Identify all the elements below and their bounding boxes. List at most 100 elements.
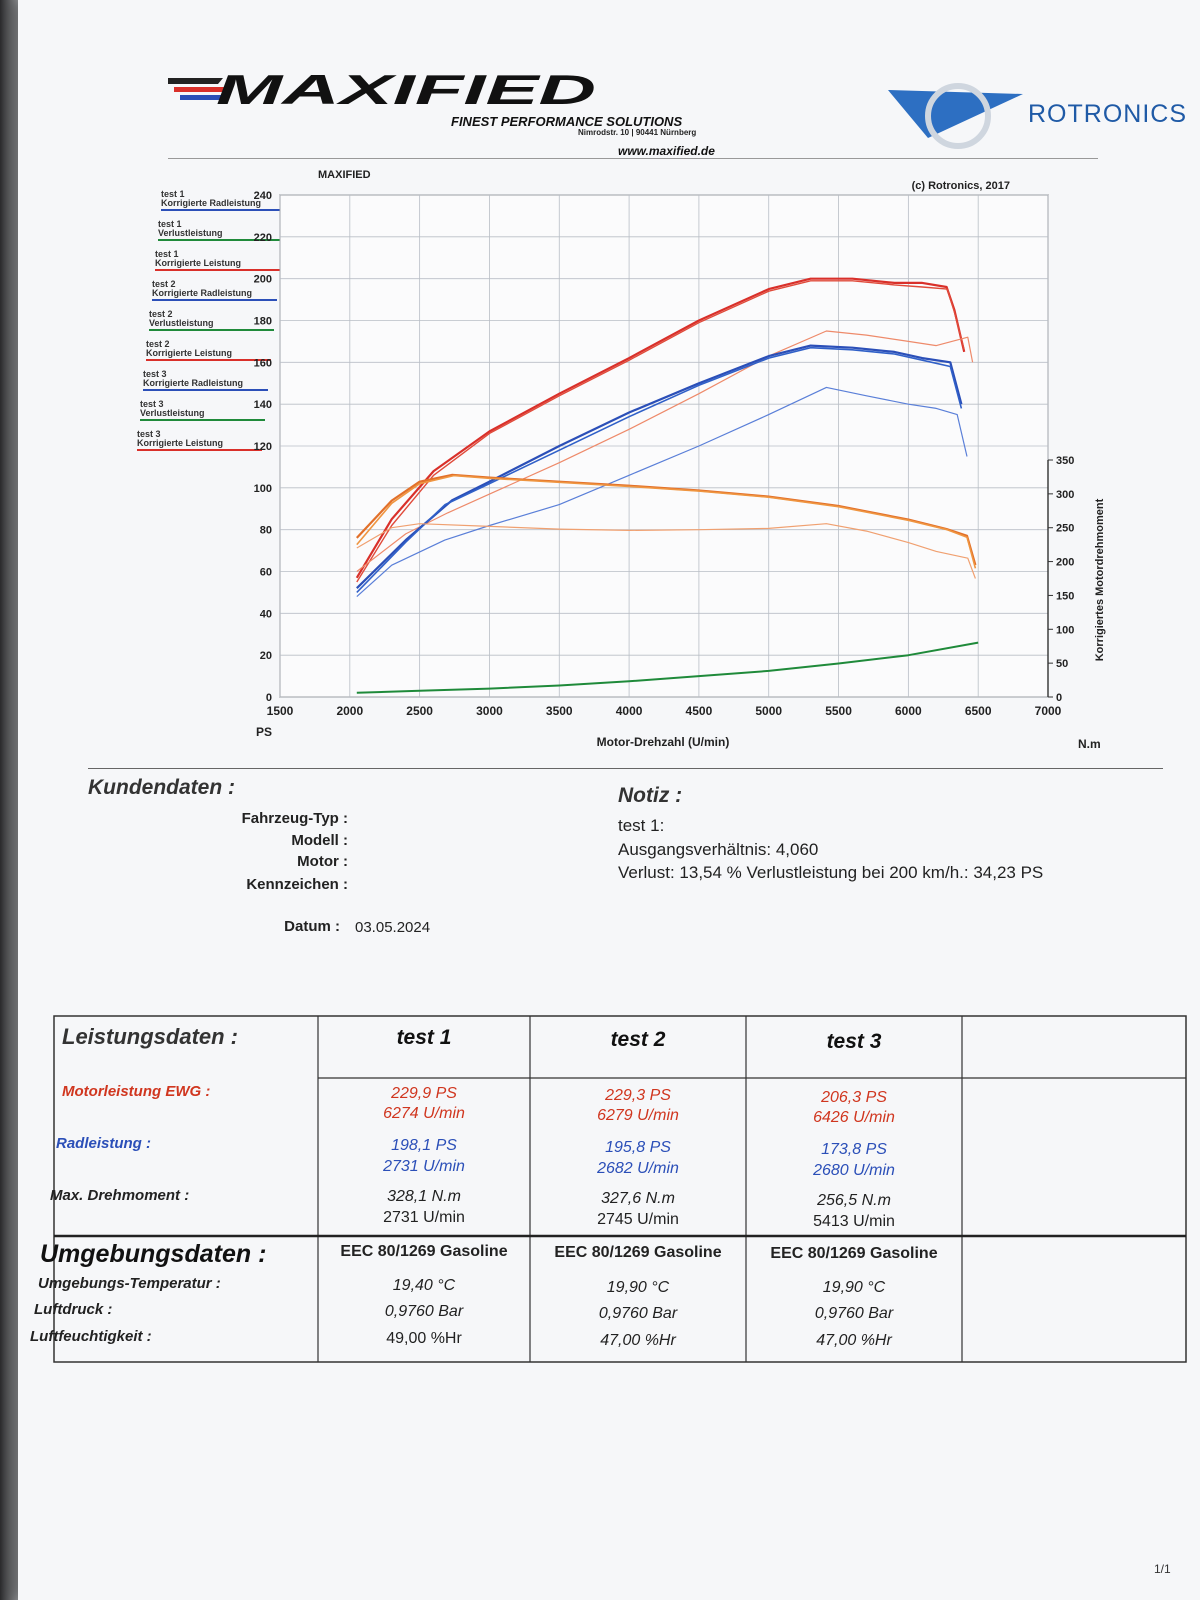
dyno-report-sheet: MAXIFIED FINEST PERFORMANCE SOLUTIONS Ni… (18, 0, 1200, 1600)
legend-swatch (161, 209, 286, 211)
chart-header-right: (c) Rotronics, 2017 (912, 180, 1010, 192)
legend-swatch (158, 239, 283, 241)
legend-swatch (146, 359, 271, 361)
series-line (356, 346, 963, 593)
notiz-title: Notiz : (618, 784, 683, 807)
chart-grid (279, 194, 1049, 698)
legend-item: test 3 Korrigierte Radleistung (143, 370, 303, 400)
legend-item: test 2 Korrigierte Radleistung (152, 280, 303, 310)
y-tick-label: 120 (254, 441, 272, 453)
y-tick-label: 160 (254, 357, 272, 369)
legend-series-label: Verlustleistung (149, 318, 214, 328)
legend-item: test 1 Korrigierte Leistung (155, 250, 303, 280)
section-divider (88, 768, 1163, 769)
y2-tick-label: 250 (1056, 523, 1074, 535)
x-tick-label: 1500 (267, 704, 294, 718)
legend-series-label: Korrigierte Leistung (137, 438, 224, 448)
legend-series-label: Korrigierte Leistung (155, 258, 242, 268)
leistungsdaten-title: Leistungsdaten : (62, 1024, 239, 1049)
legend-series-label: Verlustleistung (158, 228, 223, 238)
dreh-rpm-test-3: 5413 U/min (813, 1213, 895, 1230)
y-tick-label: 80 (260, 525, 272, 537)
address: Nimrodstr. 10 | 90441 Nürnberg (578, 128, 697, 137)
radleistung-label: Radleistung : (56, 1135, 152, 1152)
umgebungsdaten-title: Umgebungsdaten : (40, 1240, 267, 1268)
header-test-1: test 1 (396, 1026, 452, 1049)
temp-test-1: 19,40 °C (392, 1277, 456, 1294)
legend-test-label: test 3 (143, 369, 167, 379)
rad-rpm-test-2: 2682 U/min (597, 1160, 679, 1177)
x-tick-label: 4000 (616, 704, 643, 718)
y2-tick-label: 100 (1056, 624, 1074, 636)
header-test-2: test 2 (610, 1028, 666, 1051)
y-tick-label: 20 (260, 650, 272, 662)
norm-test-2: EEC 80/1269 Gasoline (554, 1244, 722, 1261)
legend-item: test 1 Korrigierte Radleistung (161, 190, 303, 220)
y2-tick-label: 150 (1056, 590, 1074, 602)
legend-test-label: test 2 (149, 309, 173, 319)
luftdruck-label: Luftdruck : (34, 1301, 113, 1318)
y2-tick-label: 50 (1056, 658, 1068, 670)
feuchte-test-1: 49,00 %Hr (386, 1330, 462, 1347)
y-tick-label: 240 (254, 190, 272, 202)
rad-rpm-test-3: 2680 U/min (813, 1162, 895, 1179)
rad-ps-test-2: 195,8 PS (605, 1139, 671, 1156)
motor-ps-test-1: 229,9 PS (391, 1085, 457, 1102)
motor-ps-test-2: 229,3 PS (605, 1087, 671, 1104)
datum-label: Datum : (284, 918, 340, 935)
motor-rpm-test-2: 6279 U/min (597, 1107, 679, 1124)
feuchte-test-3: 47,00 %Hr (816, 1332, 892, 1349)
drehmoment-label: Max. Drehmoment : (50, 1187, 190, 1204)
rad-ps-test-1: 198,1 PS (391, 1137, 457, 1154)
x-tick-label: 2500 (406, 704, 433, 718)
legend-swatch (137, 449, 262, 451)
y2-tick-label: 300 (1056, 489, 1074, 501)
y2-axis-unit: N.m (1078, 737, 1101, 751)
legend-item: test 3 Korrigierte Leistung (137, 430, 303, 460)
x-tick-label: 3000 (476, 704, 503, 718)
x-tick-label: 6500 (965, 704, 992, 718)
y-tick-label: 100 (254, 483, 272, 495)
druck-test-3: 0,9760 Bar (814, 1305, 894, 1322)
legend-swatch (155, 269, 280, 271)
y2-tick-label: 350 (1056, 455, 1074, 467)
dreh-nm-test-1: 328,1 N.m (387, 1188, 461, 1205)
chart-header-left: MAXIFIED (318, 169, 371, 181)
series-line (356, 344, 963, 589)
tagline: FINEST PERFORMANCE SOLUTIONS (451, 114, 683, 129)
x-tick-label: 7000 (1035, 704, 1062, 718)
chart-lines (355, 277, 979, 694)
legend-swatch (143, 389, 268, 391)
motorleistung-label: Motorleistung EWG : (62, 1083, 211, 1100)
legend-swatch (140, 419, 265, 421)
y2-axis-label: Korrigiertes Motordrehmoment (1094, 498, 1106, 661)
rad-rpm-test-1: 2731 U/min (383, 1158, 465, 1175)
x-tick-label: 4500 (686, 704, 713, 718)
website: www.maxified.de (618, 144, 715, 158)
legend-item: test 3 Verlustleistung (140, 400, 303, 430)
x-tick-label: 6000 (895, 704, 922, 718)
motor-label: Motor : (297, 853, 348, 870)
y-axis-unit: PS (256, 725, 272, 739)
series-line (356, 523, 976, 579)
datum-value: 03.05.2024 (355, 919, 431, 936)
feuchte-test-2: 47,00 %Hr (600, 1332, 676, 1349)
series-line (356, 474, 977, 569)
legend-series-label: Korrigierte Radleistung (152, 288, 253, 298)
notiz-line-2: Ausgangsverhältnis: 4,060 (618, 840, 819, 859)
legend-test-label: test 1 (155, 249, 179, 259)
chart-axes: 1500 2000 2500 3000 3500 4000 4500 5000 5500 6000… (254, 190, 1075, 718)
legend-test-label: test 1 (161, 189, 185, 199)
legend-series-label: Korrigierte Radleistung (161, 198, 262, 208)
dreh-nm-test-3: 256,5 N.m (817, 1192, 891, 1209)
series-line (356, 280, 965, 583)
kennzeichen-label: Kennzeichen : (246, 876, 348, 893)
druck-test-2: 0,9760 Bar (598, 1305, 678, 1322)
temperatur-label: Umgebungs-Temperatur : (38, 1275, 221, 1292)
report-header: MAXIFIED FINEST PERFORMANCE SOLUTIONS Ni… (168, 70, 1186, 159)
modell-label: Modell : (291, 832, 348, 849)
temp-test-2: 19,90 °C (606, 1279, 670, 1296)
legend-swatch (152, 299, 277, 301)
y-tick-label: 0 (266, 692, 272, 704)
chart-legend: test 1 Korrigierte Radleistung test 1 Verlu… (133, 190, 303, 460)
